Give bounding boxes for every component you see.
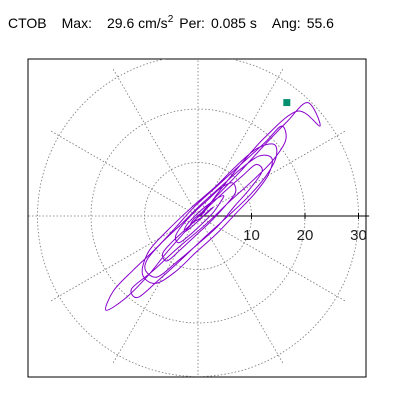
grid-spoke bbox=[112, 67, 199, 217]
trace-path bbox=[105, 102, 321, 311]
per-value: 0.085 s bbox=[210, 15, 257, 31]
max-unit-exponent: 2 bbox=[167, 14, 174, 25]
max-label: Max: bbox=[61, 15, 92, 31]
grid-spoke bbox=[197, 215, 347, 302]
radial-tick-label: 10 bbox=[243, 227, 260, 244]
grid-spoke bbox=[112, 215, 199, 365]
peak-marker bbox=[283, 99, 291, 107]
radial-tick-label: 30 bbox=[350, 227, 367, 244]
peak-marker-group bbox=[283, 99, 291, 107]
particle-motion-trace bbox=[105, 102, 321, 311]
chart-header: CTOB Max: 29.6 cm/s2 Per: 0.085 s Ang: 55.6 bbox=[8, 14, 334, 32]
ang-label: Ang: bbox=[271, 15, 301, 31]
station-code: CTOB bbox=[8, 15, 47, 31]
max-value: 29.6 bbox=[106, 15, 135, 31]
per-label: Per: bbox=[179, 15, 205, 31]
grid-spoke bbox=[197, 215, 284, 365]
grid-spoke bbox=[197, 130, 347, 217]
max-unit: cm/s bbox=[138, 15, 168, 31]
grid-spoke bbox=[49, 130, 199, 217]
grid-spoke bbox=[197, 67, 284, 217]
ang-value: 55.6 bbox=[306, 15, 334, 31]
radial-tick-label: 20 bbox=[297, 227, 314, 244]
